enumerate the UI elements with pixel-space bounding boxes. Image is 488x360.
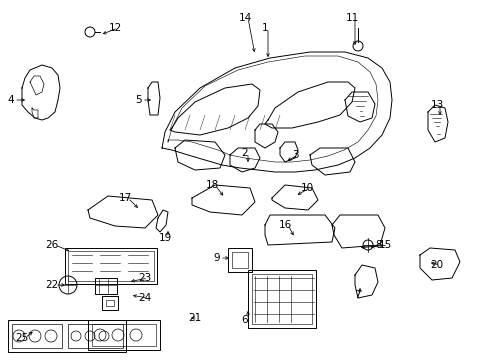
Text: 6: 6 [241,315,248,325]
Text: 8: 8 [375,240,382,250]
Text: 15: 15 [378,240,391,250]
Text: 16: 16 [278,220,291,230]
Text: 21: 21 [188,313,201,323]
Bar [247,270,315,328]
Text: 11: 11 [345,13,358,23]
Text: 7: 7 [353,290,360,300]
Text: 1: 1 [261,23,268,33]
Text: 4: 4 [8,95,14,105]
Bar [106,300,114,306]
Text: 10: 10 [300,183,313,193]
Bar [227,248,251,272]
Text: 23: 23 [138,273,151,283]
Bar [92,324,156,346]
Text: 14: 14 [238,13,251,23]
Text: 12: 12 [108,23,122,33]
Bar [102,296,118,310]
Text: 24: 24 [138,293,151,303]
Text: 2: 2 [241,148,248,158]
Text: 25: 25 [15,333,29,343]
Text: 13: 13 [429,100,443,110]
Bar [12,324,62,348]
Text: 19: 19 [158,233,171,243]
Bar [231,252,247,268]
Bar [88,320,160,350]
Text: 22: 22 [45,280,59,290]
Text: 3: 3 [291,150,298,160]
Bar [68,251,154,281]
Bar [95,278,117,294]
Text: 20: 20 [429,260,443,270]
Bar [8,320,126,352]
Text: 9: 9 [213,253,220,263]
Text: 5: 5 [135,95,142,105]
Text: 26: 26 [45,240,59,250]
Text: 18: 18 [205,180,218,190]
Text: 17: 17 [118,193,131,203]
Bar [65,248,157,284]
Bar [251,274,311,324]
Bar [68,324,123,348]
